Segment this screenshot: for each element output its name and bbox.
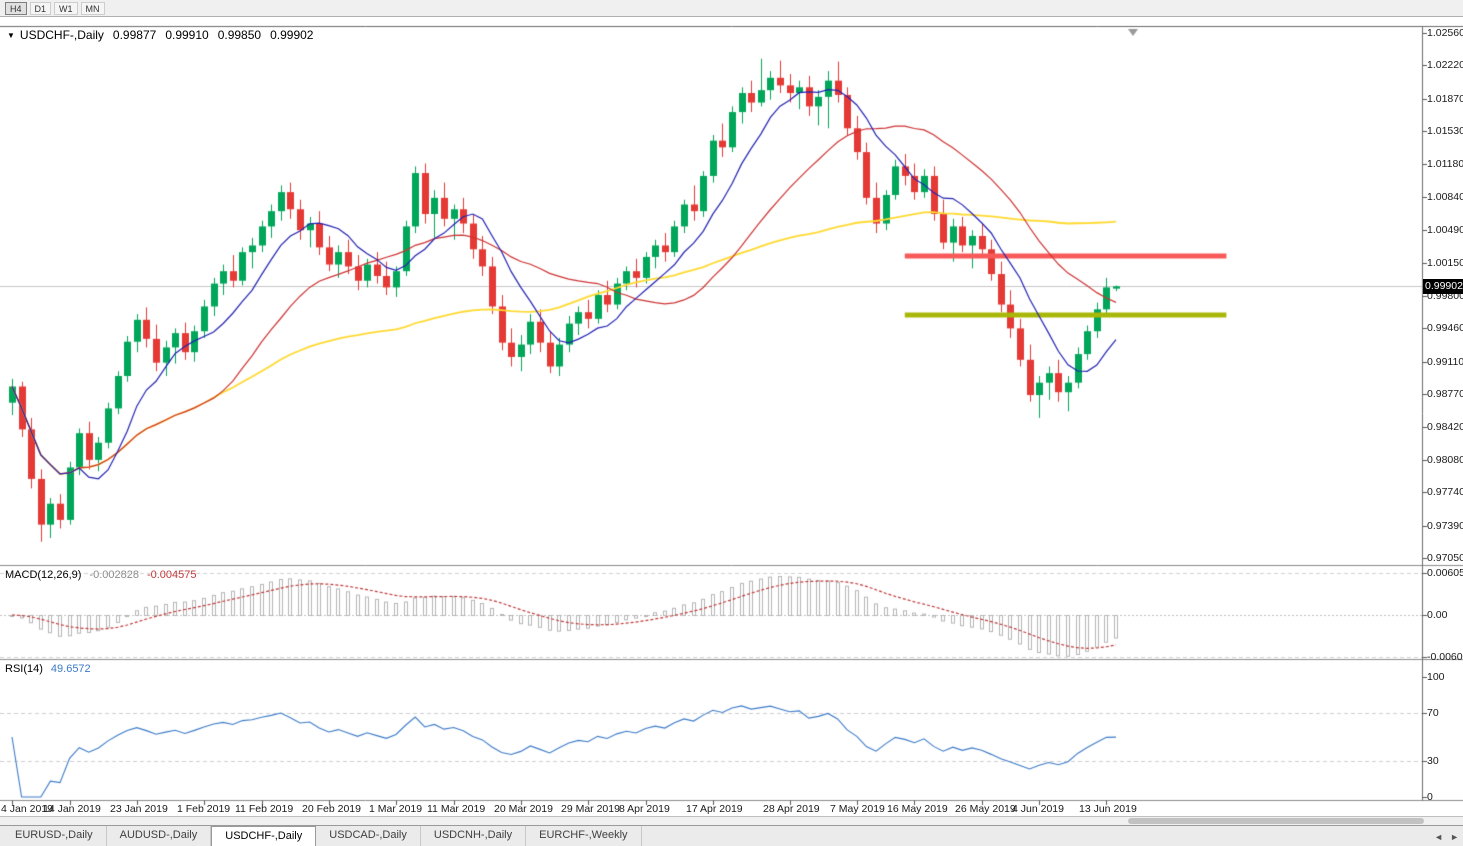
date-axis-label: 13 Jun 2019 [1079,803,1137,815]
timeframe-w1[interactable]: W1 [54,1,78,15]
price-axis-label: 1.02220 [1427,59,1463,71]
date-axis-label: 14 Jan 2019 [43,803,101,815]
tab-scroll-buttons: ◄ ► [1434,832,1459,842]
price-axis-label: 1.01870 [1427,93,1463,105]
price-axis-label: 0.97050 [1427,552,1463,564]
chart-tab-bar: EURUSD-,Daily AUDUSD-,Daily USDCHF-,Daily U… [0,825,1463,846]
symbol-ohlc-header: ▼ USDCHF-,Daily 0.99877 0.99910 0.99850 … [7,28,313,42]
price-axis-label: 0.98080 [1427,454,1463,466]
rsi-title: RSI(14) [5,663,43,675]
current-price-tag: 0.99902 [1423,279,1463,294]
macd-title: MACD(12,26,9) [5,569,82,581]
timeframe-h4[interactable]: H4 [5,1,27,15]
tab-usdchf-daily[interactable]: USDCHF-,Daily [211,826,317,846]
price-axis-label: 1.00150 [1427,257,1463,269]
rsi-axis-label: 100 [1427,671,1445,683]
macd-main-value: -0.002828 [89,569,139,581]
open-value: 0.99877 [112,28,157,42]
date-axis-label: 1 Mar 2019 [369,803,423,815]
date-axis-label: 1 Feb 2019 [177,803,231,815]
date-axis-label: 4 Jun 2019 [1012,803,1064,815]
macd-axis-label: 0.006058 [1427,567,1463,579]
date-axis-label: 23 Jan 2019 [110,803,168,815]
price-axis-label: 0.98420 [1427,421,1463,433]
rsi-axis-label: 30 [1427,755,1439,767]
date-axis-label: 20 Mar 2019 [494,803,553,815]
tab-usdcad-daily[interactable]: USDCAD-,Daily [316,826,421,846]
chart-marker-icon: ▼ [7,30,15,40]
price-axis-label: 0.99460 [1427,322,1463,334]
rsi-value: 49.6572 [50,663,91,675]
date-axis-label: 29 Mar 2019 [561,803,620,815]
date-axis-label: 16 May 2019 [887,803,948,815]
date-axis-label: 11 Mar 2019 [427,803,486,815]
tab-eurchf-weekly[interactable]: EURCHF-,Weekly [526,826,642,846]
date-axis-label: 11 Feb 2019 [235,803,294,815]
date-axis-label: 28 Apr 2019 [763,803,820,815]
timeframe-toolbar: H4 D1 W1 MN [0,0,1463,17]
tab-usdcnh-daily[interactable]: USDCNH-,Daily [421,826,527,846]
symbol-name: USDCHF-,Daily [19,28,104,42]
date-axis-label: 8 Apr 2019 [619,803,670,815]
close-value: 0.99902 [270,28,314,42]
price-axis-label: 0.97740 [1427,486,1463,498]
chart-window: ▼ USDCHF-,Daily 0.99877 0.99910 0.99850 … [0,17,1463,816]
timeframe-mn[interactable]: MN [80,1,105,15]
price-axis-label: 0.98770 [1427,388,1463,400]
macd-signal-value: -0.004575 [146,569,197,581]
date-axis-label: 26 May 2019 [955,803,1016,815]
price-axis-label: 0.99110 [1427,356,1463,368]
rsi-axis-label: 0 [1427,791,1433,803]
timeframe-d1[interactable]: D1 [29,1,52,15]
macd-indicator-label: MACD(12,26,9) -0.002828 -0.004575 [5,569,197,581]
chart-tabs: EURUSD-,Daily AUDUSD-,Daily USDCHF-,Daily U… [2,826,642,846]
horizontal-scrollbar[interactable] [0,816,1463,825]
macd-axis-label: 0.00 [1427,609,1448,621]
price-axis-label: 1.00840 [1427,191,1463,203]
price-axis-label: 1.02560 [1427,27,1463,39]
high-value: 0.99910 [165,28,209,42]
rsi-indicator-label: RSI(14) 49.6572 [5,663,91,675]
low-value: 0.99850 [217,28,262,42]
price-chart-canvas[interactable] [0,17,1463,816]
price-axis-label: 1.00490 [1427,224,1463,236]
date-axis-label: 4 Jan 2019 [1,803,53,815]
rsi-axis-label: 70 [1427,707,1439,719]
scrollbar-thumb[interactable] [1128,818,1424,824]
scroll-tabs-right-icon[interactable]: ► [1450,832,1459,842]
date-axis-label: 7 May 2019 [830,803,885,815]
date-axis-label: 17 Apr 2019 [686,803,743,815]
tab-audusd-daily[interactable]: AUDUSD-,Daily [107,826,212,846]
price-axis-label: 1.01530 [1427,125,1463,137]
macd-axis-label: -0.006096 [1427,651,1463,663]
date-axis-label: 20 Feb 2019 [302,803,361,815]
scroll-tabs-left-icon[interactable]: ◄ [1434,832,1444,842]
price-axis-label: 0.97390 [1427,520,1463,532]
price-axis-label: 1.01180 [1427,158,1463,170]
tab-eurusd-daily[interactable]: EURUSD-,Daily [2,826,107,846]
